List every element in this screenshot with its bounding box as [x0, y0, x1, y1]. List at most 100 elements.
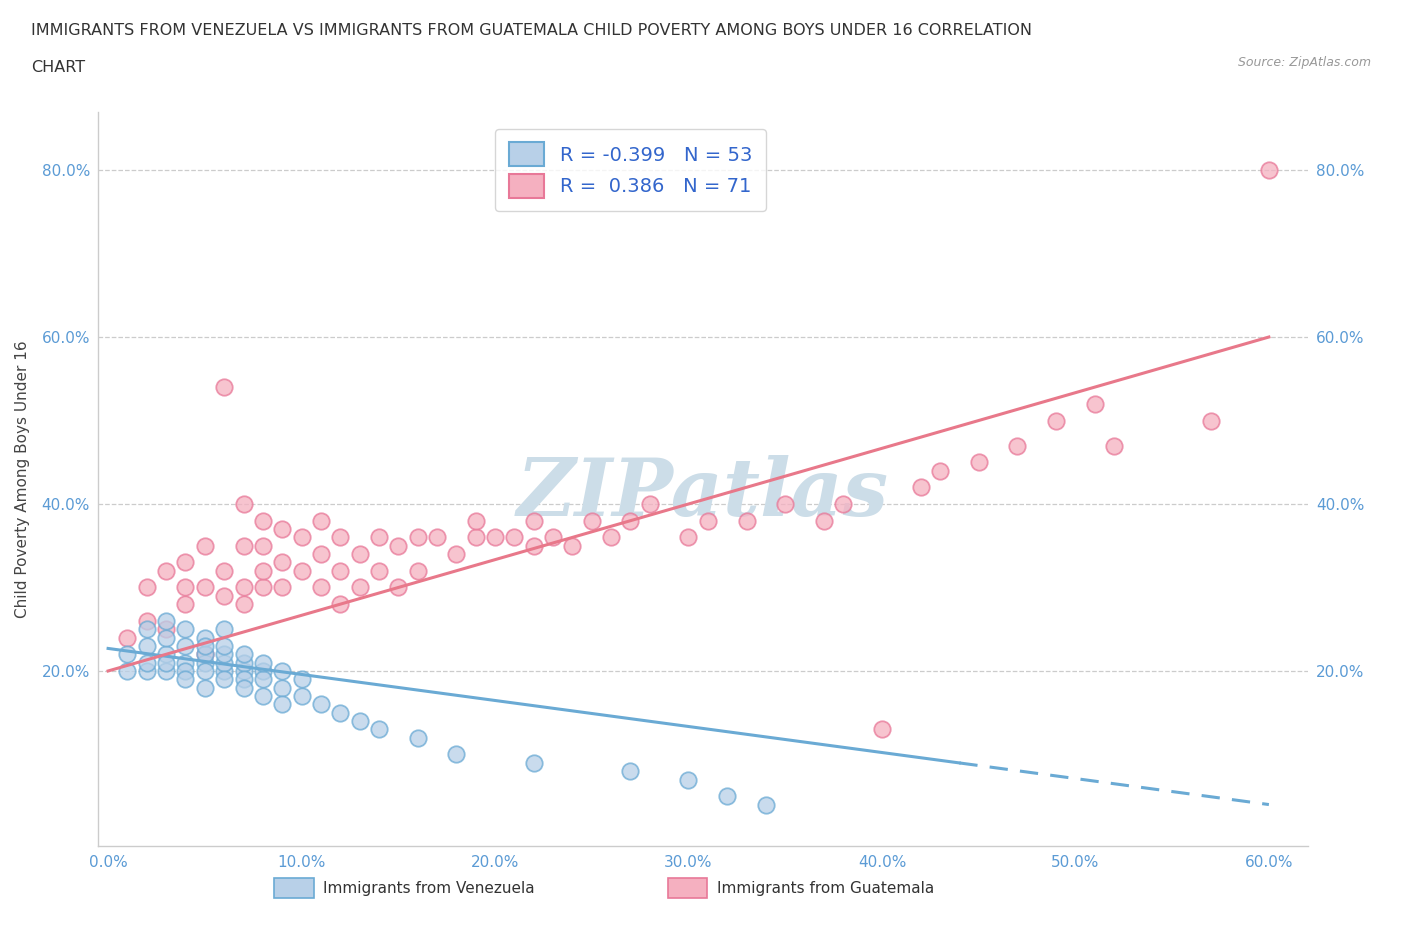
Point [135, 656, 157, 671]
Point [678, 772, 700, 787]
Point [212, 564, 235, 578]
Point [232, 580, 254, 595]
Point [716, 789, 738, 804]
Point [541, 530, 564, 545]
Point [600, 530, 623, 545]
Point [406, 730, 429, 745]
Point [135, 622, 157, 637]
Point [329, 564, 352, 578]
Point [523, 538, 546, 553]
Point [174, 597, 197, 612]
Point [174, 656, 197, 671]
Point [619, 513, 641, 528]
Point [271, 580, 294, 595]
Point [212, 589, 235, 604]
Bar [274, 878, 314, 898]
Point [464, 530, 486, 545]
Point [252, 513, 274, 528]
Point [426, 530, 449, 545]
Point [832, 497, 855, 512]
Point [212, 622, 235, 637]
Point [1084, 396, 1107, 411]
Point [271, 663, 294, 678]
Point [117, 631, 139, 645]
Point [212, 379, 235, 394]
Y-axis label: Child Poverty Among Boys Under 16: Child Poverty Among Boys Under 16 [15, 340, 31, 618]
Point [290, 530, 312, 545]
Point [735, 513, 758, 528]
Point [174, 639, 197, 654]
Point [368, 722, 391, 737]
Bar [668, 878, 707, 898]
Point [271, 697, 294, 711]
Point [387, 580, 409, 595]
Legend: R = -0.399   N = 53, R =  0.386   N = 71: R = -0.399 N = 53, R = 0.386 N = 71 [495, 128, 765, 211]
Point [232, 656, 254, 671]
Point [309, 580, 332, 595]
Point [1257, 163, 1279, 178]
Point [155, 663, 177, 678]
Point [194, 647, 217, 662]
Point [406, 564, 429, 578]
Point [194, 580, 217, 595]
Point [194, 663, 217, 678]
Point [232, 663, 254, 678]
Point [232, 497, 254, 512]
Point [232, 680, 254, 695]
Text: ZIPatlas: ZIPatlas [517, 455, 889, 532]
Point [232, 647, 254, 662]
Point [446, 747, 468, 762]
Point [271, 522, 294, 537]
Point [484, 530, 506, 545]
Point [813, 513, 835, 528]
Point [271, 680, 294, 695]
Point [309, 547, 332, 562]
Point [174, 663, 197, 678]
Point [290, 671, 312, 686]
Point [870, 722, 893, 737]
Point [773, 497, 796, 512]
Point [252, 663, 274, 678]
Point [155, 622, 177, 637]
Point [696, 513, 718, 528]
Point [1102, 438, 1125, 453]
Point [155, 614, 177, 629]
Point [155, 631, 177, 645]
Point [117, 663, 139, 678]
Point [329, 530, 352, 545]
Point [155, 656, 177, 671]
Point [194, 656, 217, 671]
Point [194, 631, 217, 645]
Point [349, 713, 371, 728]
Point [678, 530, 700, 545]
Point [135, 663, 157, 678]
Point [174, 622, 197, 637]
Point [446, 547, 468, 562]
Point [967, 455, 990, 470]
Point [368, 530, 391, 545]
Point [232, 597, 254, 612]
Point [252, 538, 274, 553]
Point [349, 580, 371, 595]
Point [252, 564, 274, 578]
Point [252, 671, 274, 686]
Point [290, 688, 312, 703]
Point [135, 614, 157, 629]
Point [174, 580, 197, 595]
Point [329, 597, 352, 612]
Point [212, 671, 235, 686]
Point [561, 538, 583, 553]
Point [523, 513, 546, 528]
Point [252, 580, 274, 595]
Point [194, 647, 217, 662]
Point [252, 656, 274, 671]
Point [755, 797, 778, 812]
Point [929, 463, 952, 478]
Point [349, 547, 371, 562]
Point [1045, 413, 1067, 428]
Point [638, 497, 661, 512]
Point [910, 480, 932, 495]
Point [135, 580, 157, 595]
Point [212, 647, 235, 662]
Point [212, 656, 235, 671]
